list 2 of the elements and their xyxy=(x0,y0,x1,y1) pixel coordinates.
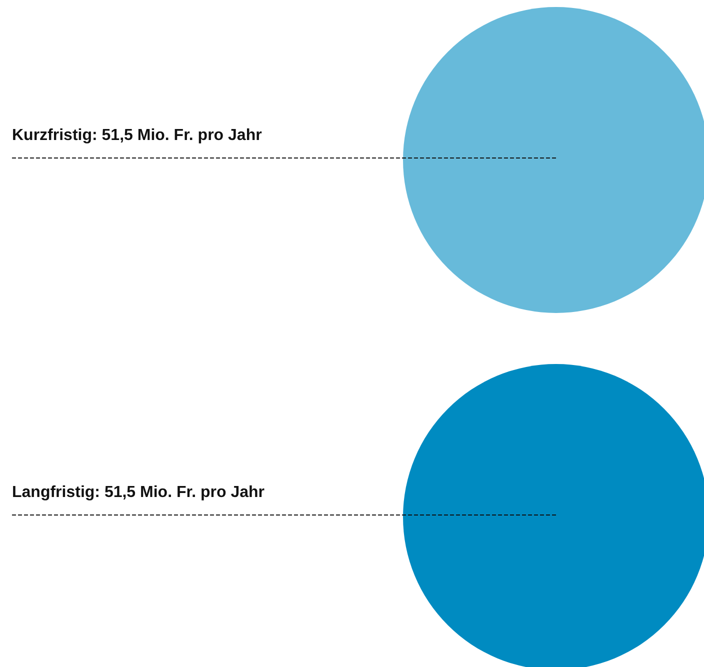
data-label: Langfristig: 51,5 Mio. Fr. pro Jahr xyxy=(12,484,264,501)
data-label: Kurzfristig: 51,5 Mio. Fr. pro Jahr xyxy=(12,127,262,144)
